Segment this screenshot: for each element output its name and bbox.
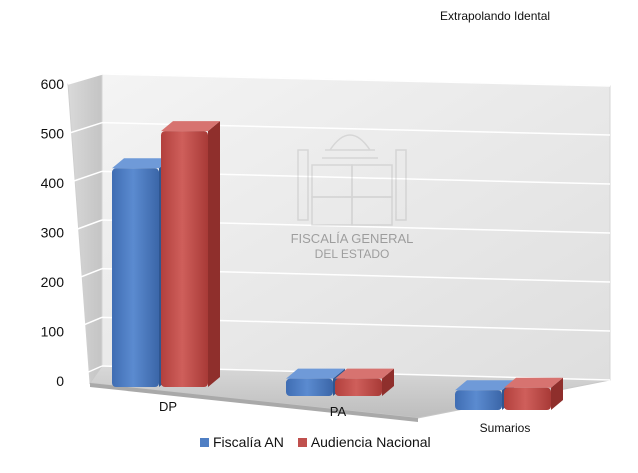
shield-quarter <box>311 164 353 198</box>
bar-top <box>455 380 514 391</box>
crown-shape <box>322 134 378 159</box>
bar-front <box>161 131 208 387</box>
y-tick-label: 400 <box>41 175 65 191</box>
bar-front <box>504 387 551 410</box>
bar <box>161 121 220 388</box>
gridline-side <box>67 316 103 333</box>
crest-watermark <box>297 134 407 226</box>
side-wall <box>67 73 103 385</box>
bar-top <box>286 368 345 379</box>
x-tick-label: PA <box>330 404 347 419</box>
floor-edge <box>90 383 418 422</box>
legend-swatch-audiencia <box>297 437 307 447</box>
y-tick-label: 300 <box>41 225 65 241</box>
pillar-left <box>297 149 309 221</box>
bar-front <box>112 168 159 387</box>
bar-top <box>161 121 220 132</box>
pillar-right <box>395 149 407 221</box>
y-tick-label: 600 <box>41 76 65 92</box>
bar-side <box>382 368 394 396</box>
gridline-side <box>67 365 103 382</box>
gridline-side <box>67 267 103 283</box>
legend-item: Audiencia Nacional <box>297 434 431 450</box>
x-tick-label: DP <box>159 399 177 414</box>
bar-front <box>455 390 502 410</box>
bar-side <box>208 121 220 388</box>
legend: Fiscalía AN Audiencia Nacional <box>200 434 439 450</box>
gridline <box>101 73 611 87</box>
bar-top <box>504 377 563 388</box>
bar-top <box>112 158 171 169</box>
y-tick-label: 0 <box>56 373 64 389</box>
gridline-side <box>67 219 103 234</box>
shield-quarter <box>351 196 393 226</box>
gridline-side <box>67 73 103 85</box>
x-tick-label: Sumarios <box>480 421 531 435</box>
watermark-text: FISCALÍA GENERAL <box>291 231 414 246</box>
gridline-side <box>67 170 103 184</box>
gridline-side <box>67 121 103 135</box>
legend-label: Audiencia Nacional <box>310 434 431 450</box>
legend-label: Fiscalía AN <box>213 434 284 450</box>
bar-front <box>335 378 382 396</box>
shield-quarter <box>351 164 393 198</box>
chart-title: Extrapolando Idental <box>440 9 551 23</box>
bar <box>504 377 563 410</box>
bar <box>335 368 394 396</box>
watermark-text: DEL ESTADO <box>315 247 390 261</box>
bar-side <box>551 377 563 410</box>
bar-front <box>286 378 333 396</box>
legend-item: Fiscalía AN <box>200 434 284 450</box>
legend-swatch-fiscalia <box>200 437 209 447</box>
shield-quarter <box>311 196 353 226</box>
y-tick-label: 200 <box>41 274 65 290</box>
bar-top <box>335 368 394 379</box>
y-tick-label: 500 <box>41 126 65 142</box>
y-tick-label: 100 <box>41 324 65 340</box>
